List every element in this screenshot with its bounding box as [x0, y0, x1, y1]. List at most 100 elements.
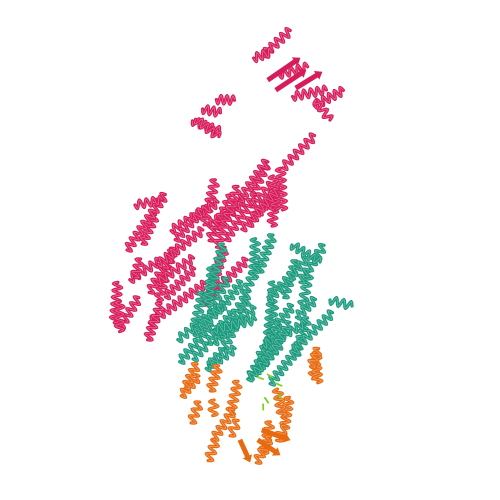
- helix-segment: [223, 192, 258, 243]
- helix-segment: [176, 300, 227, 344]
- helix-highlight: [207, 365, 222, 392]
- helix-segment: [207, 398, 220, 418]
- helix-segment: [239, 263, 261, 300]
- helix-highlight: [268, 256, 308, 303]
- helix-highlight: [144, 302, 165, 341]
- helix-segment: [212, 314, 258, 335]
- helix-segment: [267, 254, 309, 304]
- helix-segment: [187, 400, 203, 425]
- helix-highlight: [208, 348, 224, 368]
- helix-segment: [207, 346, 226, 369]
- helix-highlight: [192, 341, 208, 362]
- helix-highlight: [213, 185, 241, 248]
- helix-highlight: [292, 85, 327, 102]
- helix-highlight: [134, 195, 163, 210]
- helix-highlight: [263, 28, 291, 58]
- helix-segment: [291, 84, 328, 102]
- helix-segment: [252, 46, 274, 64]
- strand-arrow: [260, 427, 291, 443]
- helix-segment: [218, 289, 251, 339]
- ligand-sticks: [257, 373, 283, 411]
- helix-highlight: [290, 243, 322, 264]
- helix-segment: [227, 418, 241, 438]
- helix-segment: [124, 191, 168, 253]
- helix-highlight: [241, 187, 279, 232]
- helix-highlight: [216, 94, 235, 105]
- helix-segment: [182, 361, 201, 391]
- helix-segment: [240, 186, 280, 233]
- helix-highlight: [177, 301, 225, 343]
- helix-segment: [254, 233, 277, 274]
- helix-highlight: [165, 266, 195, 300]
- helix-segment: [290, 309, 334, 356]
- helix-segment: [328, 296, 354, 310]
- helix-segment: [193, 117, 222, 139]
- helix-highlight: [203, 280, 215, 307]
- helix-highlight: [213, 315, 256, 335]
- helix-segment: [212, 184, 242, 249]
- helix-segment: [133, 194, 164, 211]
- helix-highlight: [219, 290, 250, 338]
- helix-segment: [143, 301, 165, 342]
- helix-highlight: [212, 408, 235, 441]
- helix-highlight: [179, 323, 213, 364]
- strand-arrow: [256, 437, 281, 456]
- helix-segment: [178, 322, 215, 365]
- strand-arrow: [274, 69, 307, 93]
- helix-segment: [275, 423, 288, 443]
- helix-highlight: [269, 345, 301, 386]
- helix-highlight: [174, 208, 203, 242]
- helix-segment: [163, 265, 197, 301]
- helix-segment: [201, 104, 222, 118]
- helix-segment: [312, 98, 334, 122]
- helix-segment: [274, 166, 289, 212]
- helix-segment: [274, 302, 295, 329]
- helix-segment: [294, 295, 317, 321]
- helix-highlight: [202, 105, 221, 117]
- helix-segment: [237, 158, 269, 204]
- ligand-bond: [257, 376, 265, 380]
- helix-segment: [206, 364, 223, 393]
- helix-highlight: [228, 419, 240, 437]
- helix-segment: [138, 212, 159, 246]
- ligand-bond: [278, 394, 283, 399]
- helix-segment: [281, 132, 317, 172]
- helix-highlight: [298, 271, 313, 309]
- helix-segment: [202, 278, 216, 308]
- helix-highlight: [238, 160, 269, 203]
- helix-highlight: [157, 227, 204, 268]
- helix-segment: [214, 93, 237, 106]
- helix-highlight: [240, 264, 260, 299]
- ligand-bond: [263, 396, 270, 404]
- helix-highlight: [276, 425, 287, 442]
- helix-highlight: [125, 193, 167, 252]
- helix-highlight: [253, 47, 273, 63]
- helix-segment: [268, 344, 302, 387]
- helix-segment: [307, 346, 323, 369]
- ligand-bond: [274, 382, 283, 387]
- strand-arrow: [294, 70, 323, 91]
- helix-highlight: [183, 363, 200, 389]
- helix-highlight: [114, 300, 125, 332]
- helix-segment: [270, 319, 293, 354]
- helix-segment: [204, 437, 220, 463]
- helix-segment: [113, 299, 126, 334]
- helix-highlight: [224, 193, 257, 241]
- helix-segment: [173, 207, 204, 243]
- helix-highlight: [329, 296, 353, 310]
- helix-segment: [156, 226, 205, 269]
- helix-segment: [261, 27, 292, 59]
- strand-arrow: [266, 57, 301, 83]
- strand-arrow: [237, 438, 253, 463]
- helix-segment: [191, 340, 210, 363]
- helix-highlight: [194, 118, 221, 138]
- helix-highlight: [131, 258, 144, 279]
- helix-highlight: [208, 399, 219, 416]
- helix-highlight: [156, 255, 194, 286]
- helix-segment: [211, 407, 236, 442]
- helix-segment: [130, 257, 145, 280]
- helix-highlight: [291, 310, 333, 355]
- chain-b-ribbon: [176, 233, 354, 387]
